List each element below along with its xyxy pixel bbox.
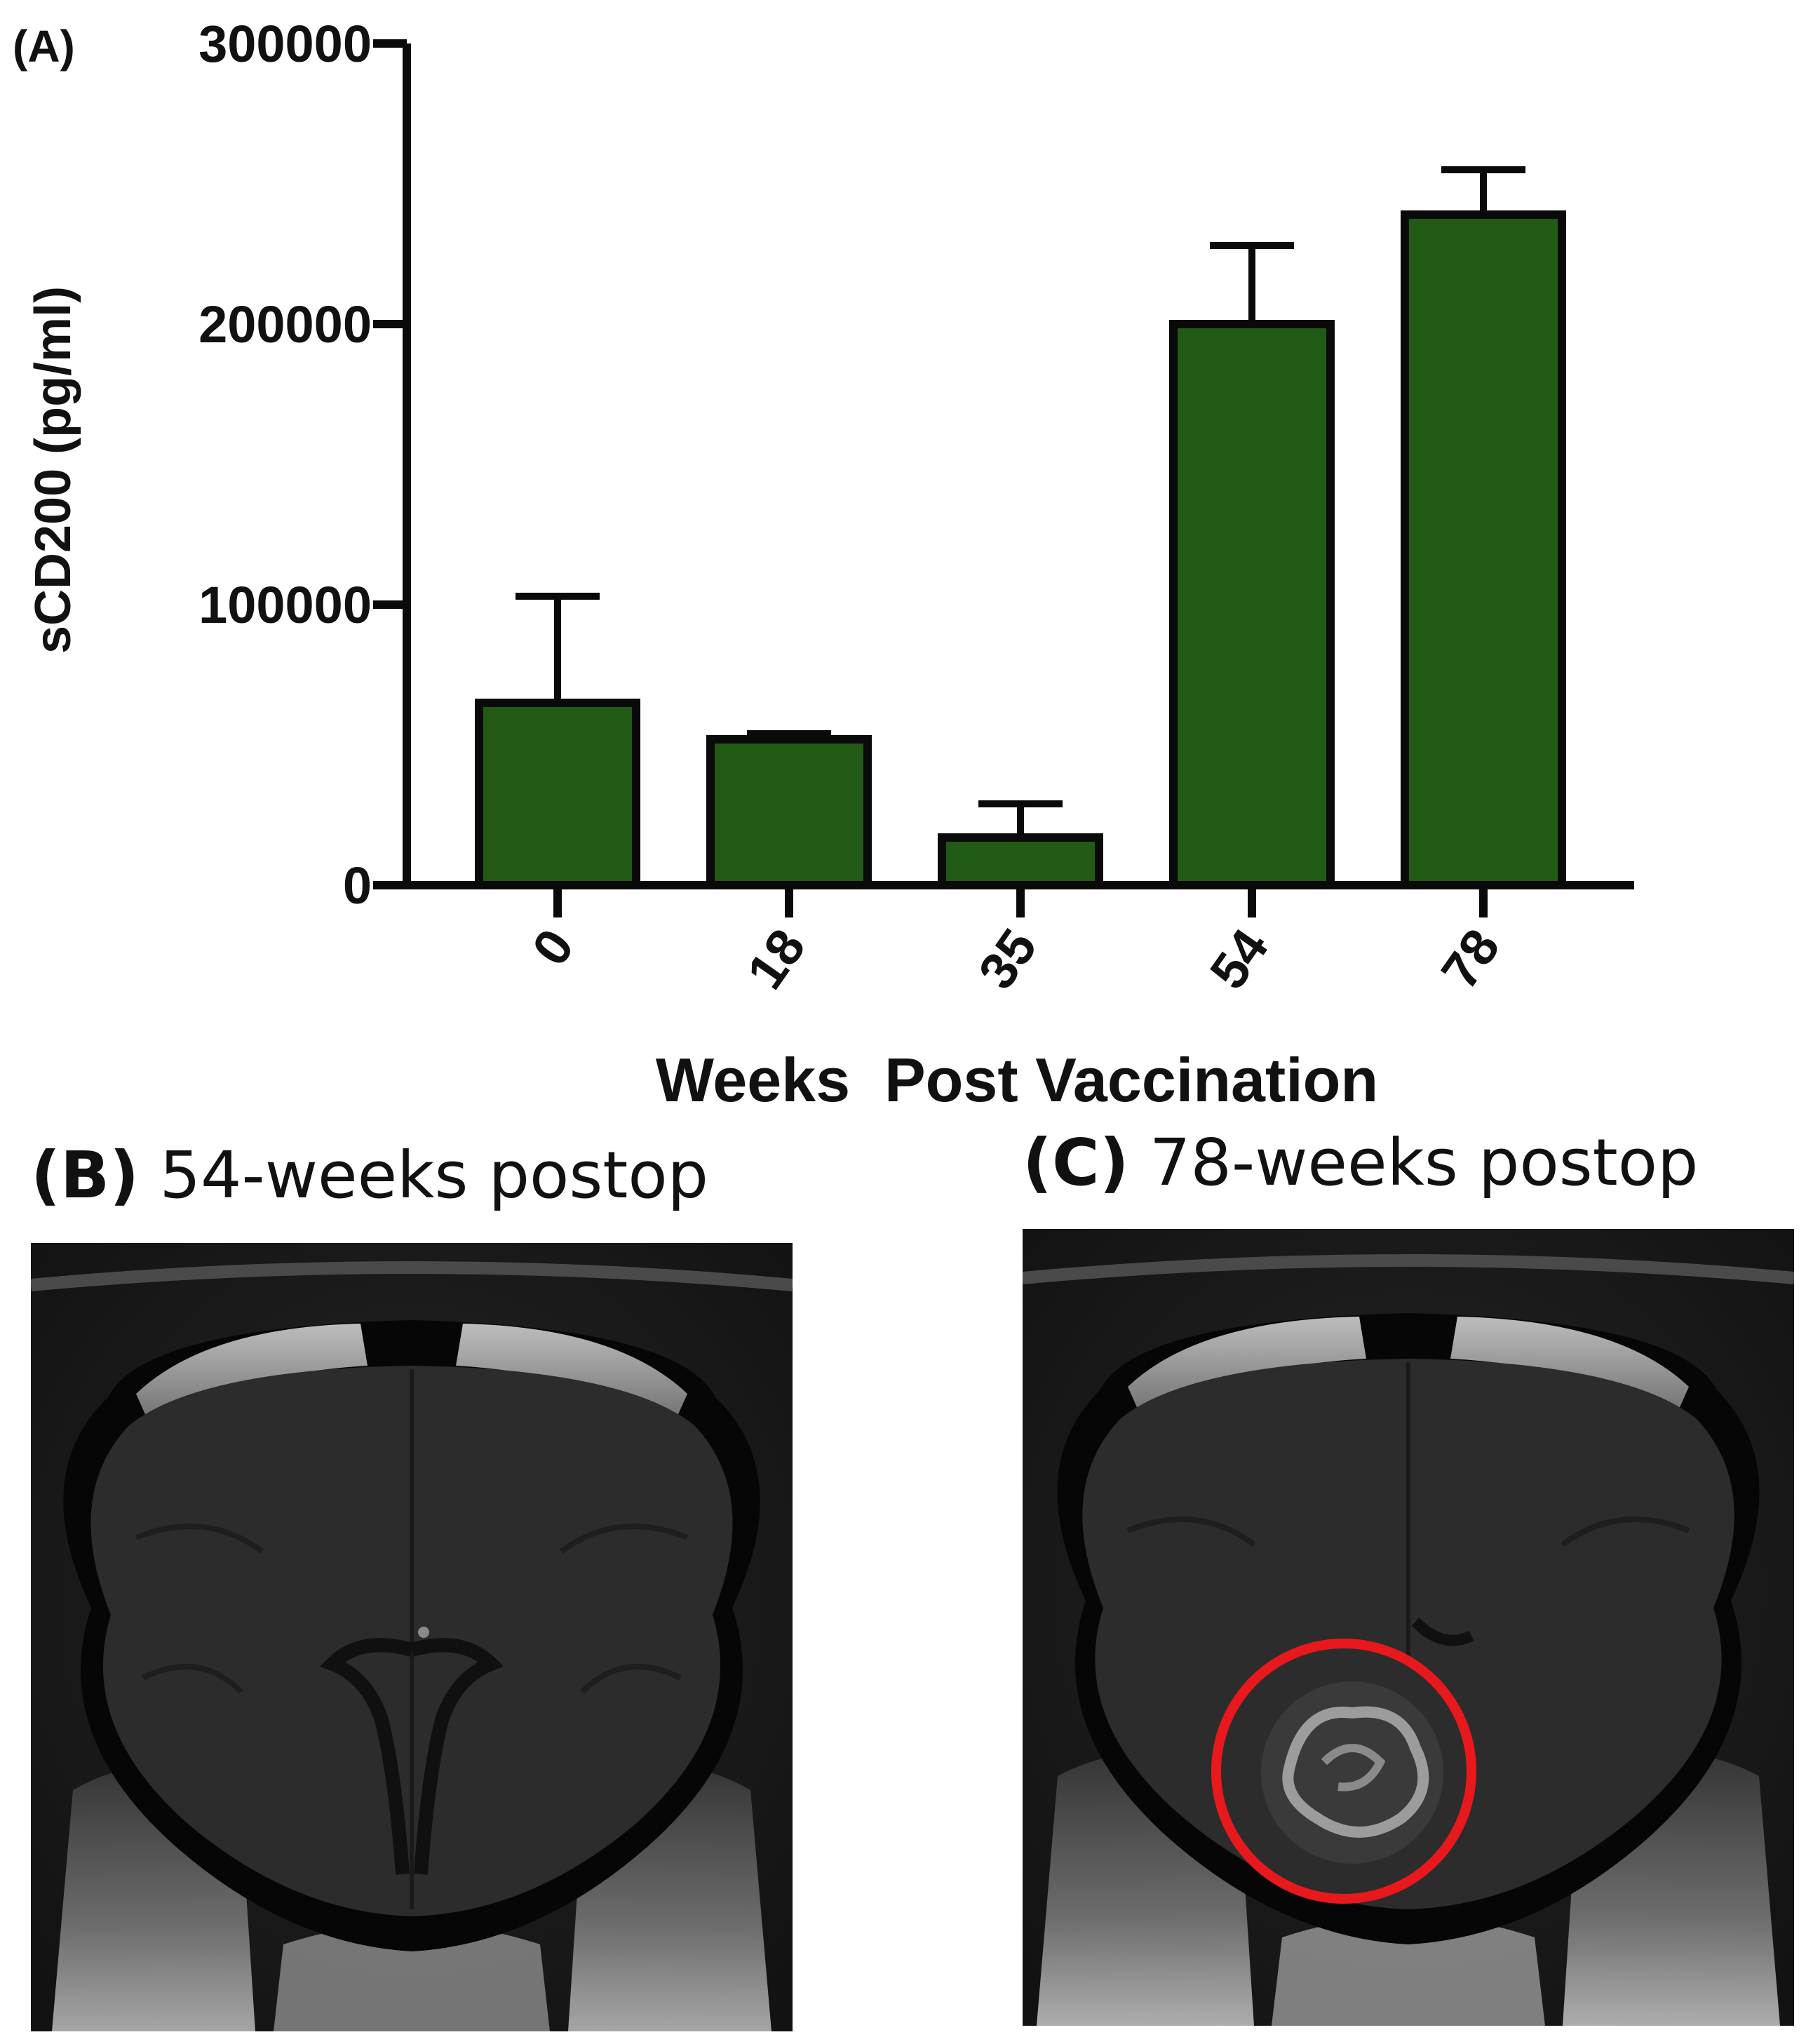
lesion-annotation-circle [1211,1639,1476,1904]
panel-b-caption-text: 54-weeks postop [159,1138,709,1213]
bar [706,735,872,889]
x-tick-label: 54 [1199,919,1279,1000]
y-tick-label: 300000 [198,15,372,73]
bar [938,833,1103,889]
error-bars [515,166,1525,838]
panel-label-a: (A) [13,21,75,72]
lesion [1261,1681,1443,1864]
mri-image-78-weeks [1023,1229,1794,2026]
y-tick-label: 100000 [198,576,372,634]
x-tick-label: 0 [521,919,586,976]
panel-c-caption-text: 78-weeks postop [1149,1125,1699,1200]
y-tick-label: 0 [343,856,372,915]
bars [475,210,1566,889]
bar [475,699,640,889]
mri-image-54-weeks [31,1243,793,2031]
x-axis: 0 18 35 54 78 [403,881,1634,1000]
x-axis-title: Weeks Post Vaccination [656,1045,1378,1108]
mri-brain-scan-icon [31,1243,793,2031]
x-tick-label: 35 [967,919,1048,1000]
x-tick-label: 78 [1430,919,1511,1000]
mri-brain-scan-with-lesion-icon [1023,1229,1794,2026]
x-tick-label: 18 [736,919,816,1000]
y-tick-label: 200000 [198,295,372,354]
panel-b-letter: (B) [31,1138,140,1213]
y-axis: 0 100000 200000 300000 [198,15,411,915]
bar [1401,210,1566,889]
bar [1169,320,1335,889]
panel-b-caption: (B) 54-weeks postop [31,1143,708,1208]
bar-chart: (A) 0 100000 200000 300000 0 18 35 54 78 sCD200… [13,15,1634,1108]
panel-c-letter: (C) [1023,1125,1129,1200]
panel-c-caption: (C) 78-weeks postop [1023,1131,1698,1195]
y-axis-title: sCD200 (pg/ml) [25,286,81,654]
